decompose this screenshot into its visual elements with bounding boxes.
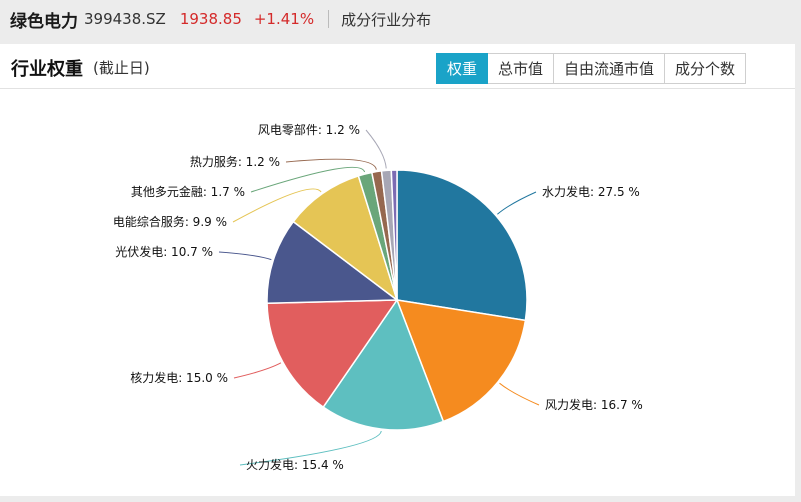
- leader-line-7: [285, 158, 377, 170]
- leader-line-8: [365, 129, 387, 169]
- tab-total-market-cap[interactable]: 总市值: [488, 53, 555, 84]
- slice-label-1: 风力发电: 16.7 %: [545, 397, 643, 412]
- metric-tabs: 权重 总市值 自由流通市值 成分个数: [436, 53, 747, 84]
- panel-header: 行业权重 (截止日) 权重 总市值 自由流通市值 成分个数: [0, 44, 795, 89]
- panel-title: 行业权重: [11, 59, 83, 80]
- slice-label-7: 热力服务: 1.2 %: [190, 154, 280, 169]
- pie-slice-2[interactable]: [322, 298, 445, 431]
- stock-price: 1938.85: [179, 10, 242, 28]
- slice-label-8: 风电零部件: 1.2 %: [258, 122, 360, 137]
- leader-line-3: [233, 362, 282, 379]
- leader-line-2: [239, 430, 382, 466]
- slice-label-6: 其他多元金融: 1.7 %: [131, 184, 245, 199]
- pie-slice-3[interactable]: [266, 299, 399, 409]
- pie-slice-1[interactable]: [395, 299, 527, 423]
- pie-slice-9[interactable]: [390, 169, 398, 301]
- section-label: 成分行业分布: [341, 10, 432, 29]
- slice-label-5: 电能综合服务: 9.9 %: [113, 214, 227, 229]
- leader-line-0: [497, 191, 537, 215]
- leader-line-4: [218, 251, 272, 261]
- tab-weight[interactable]: 权重: [436, 53, 489, 84]
- stock-name: 绿色电力: [10, 11, 78, 32]
- slice-label-3: 核力发电: 15.0 %: [130, 370, 228, 385]
- pie-slice-0[interactable]: [396, 169, 528, 322]
- panel-subtitle: (截止日): [93, 59, 150, 77]
- slice-label-0: 水力发电: 27.5 %: [542, 184, 640, 199]
- stock-code: 399438.SZ: [84, 10, 166, 28]
- pie-slice-5[interactable]: [292, 174, 399, 303]
- leader-line-1: [499, 382, 540, 406]
- leader-line-6: [250, 166, 366, 193]
- tab-constituent-count[interactable]: 成分个数: [665, 53, 747, 84]
- pie-slice-4[interactable]: [266, 220, 400, 305]
- leader-line-5: [232, 188, 322, 223]
- stock-change: +1.41%: [253, 10, 315, 28]
- slice-label-4: 光伏发电: 10.7 %: [115, 244, 213, 259]
- pie-chart: 水力发电: 27.5 % 风力发电: 16.7 % 火力发电: 15.4 % 核力发电…: [113, 122, 643, 472]
- stock-header-bar: 绿色电力 399438.SZ 1938.85 +1.41% 成分行业分布: [0, 0, 801, 38]
- tab-free-float-market-cap[interactable]: 自由流通市值: [554, 53, 666, 84]
- slice-label-2: 火力发电: 15.4 %: [246, 457, 344, 472]
- header-divider: [328, 10, 330, 28]
